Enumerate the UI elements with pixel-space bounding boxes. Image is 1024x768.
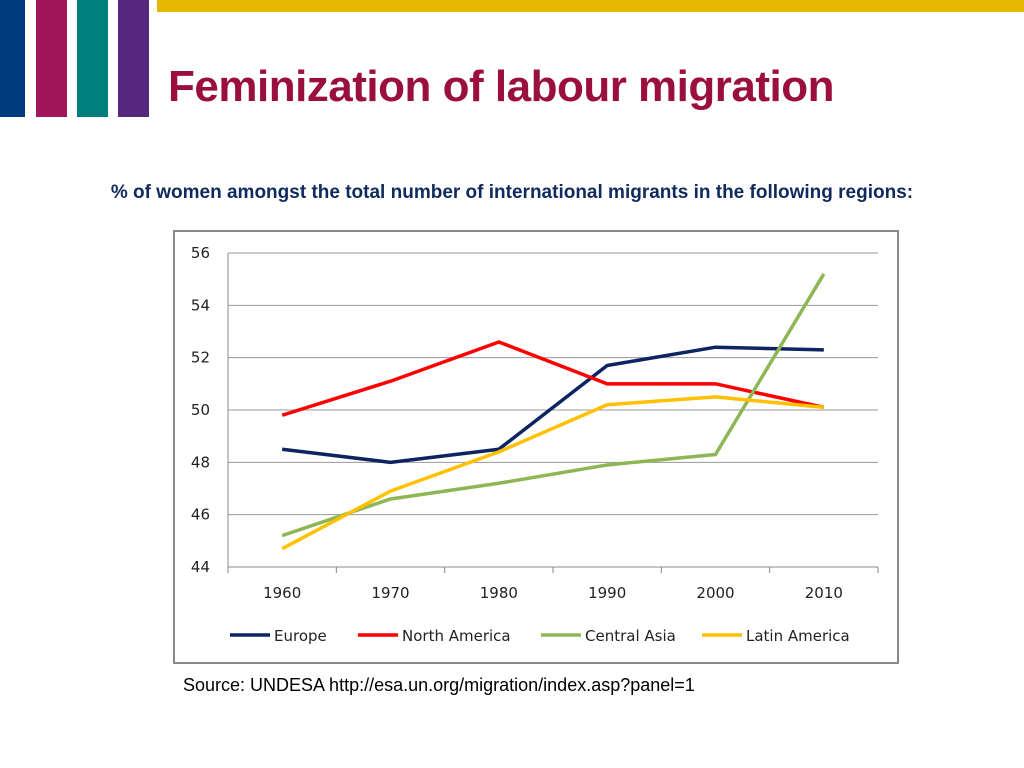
x-tick-label: 2010 (805, 584, 843, 602)
decor-bar-teal (77, 0, 108, 117)
legend-label: Central Asia (585, 627, 676, 645)
chart-frame (173, 230, 899, 664)
series-line-central-asia (281, 273, 826, 538)
decor-top-stripe (157, 0, 1024, 12)
series-line-north-america (281, 340, 825, 417)
legend-label: North America (402, 627, 511, 645)
y-tick-label: 54 (191, 296, 210, 314)
x-tick-label: 1970 (371, 584, 409, 602)
decor-bar-crimson (36, 0, 67, 117)
slide-subtitle: % of women amongst the total number of i… (110, 182, 914, 203)
legend-label: Latin America (746, 627, 850, 645)
y-tick-label: 48 (191, 453, 210, 471)
series-line-europe (281, 345, 824, 465)
y-tick-label: 46 (191, 506, 210, 524)
decor-bar-purple (118, 0, 149, 117)
x-tick-label: 1980 (480, 584, 518, 602)
decor-bar-blue (0, 0, 25, 117)
slide-title: Feminization of labour migration (168, 62, 835, 111)
x-tick-label: 2000 (696, 584, 734, 602)
series-line-latin-america (281, 395, 825, 551)
legend-label: Europe (274, 627, 327, 645)
y-tick-label: 52 (191, 349, 210, 367)
x-tick-label: 1990 (588, 584, 626, 602)
x-tick-label: 1960 (263, 584, 301, 602)
y-tick-label: 56 (191, 244, 210, 262)
y-tick-label: 44 (191, 558, 210, 576)
source-note: Source: UNDESA http://esa.un.org/migrati… (183, 675, 695, 695)
y-tick-label: 50 (191, 401, 210, 419)
